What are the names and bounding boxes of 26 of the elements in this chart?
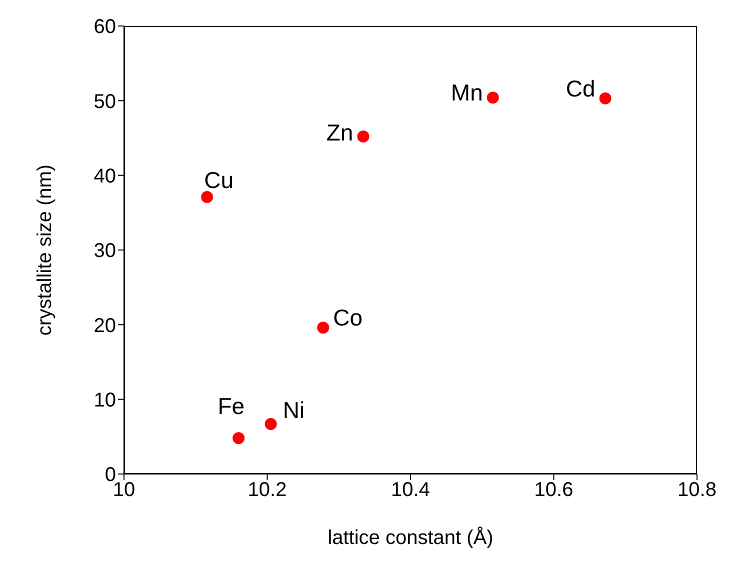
point	[317, 322, 330, 334]
x-tick-label: 10.2	[248, 479, 287, 502]
annotation: Mn	[450, 80, 483, 106]
point	[232, 432, 245, 444]
point	[201, 190, 214, 203]
x-tick-label: 10.4	[391, 479, 430, 502]
y-axis-title: crystallite size (nm)	[34, 164, 56, 336]
x-tick-label: 10.8	[678, 479, 716, 502]
annotation: Co	[333, 304, 363, 331]
y-tick-label: 60	[94, 16, 116, 38]
point	[357, 130, 370, 143]
annotation: Cu	[204, 166, 234, 193]
y-tick-label: 30	[94, 240, 116, 262]
point	[264, 418, 277, 430]
annotation: Ni	[282, 396, 305, 423]
x-tick-label: 10.6	[534, 479, 574, 502]
point	[486, 92, 499, 104]
y-tick-label: 50	[94, 90, 116, 113]
x-axis-title: lattice constant (Å)	[328, 526, 494, 549]
y-tick-label: 40	[94, 165, 116, 188]
annotation: Fe	[218, 393, 245, 420]
point	[599, 92, 612, 104]
annotation: Zn	[326, 120, 354, 146]
annotation: Cd	[566, 75, 596, 102]
y-tick-label: 10	[94, 389, 116, 412]
y-tick-label: 20	[94, 314, 116, 337]
